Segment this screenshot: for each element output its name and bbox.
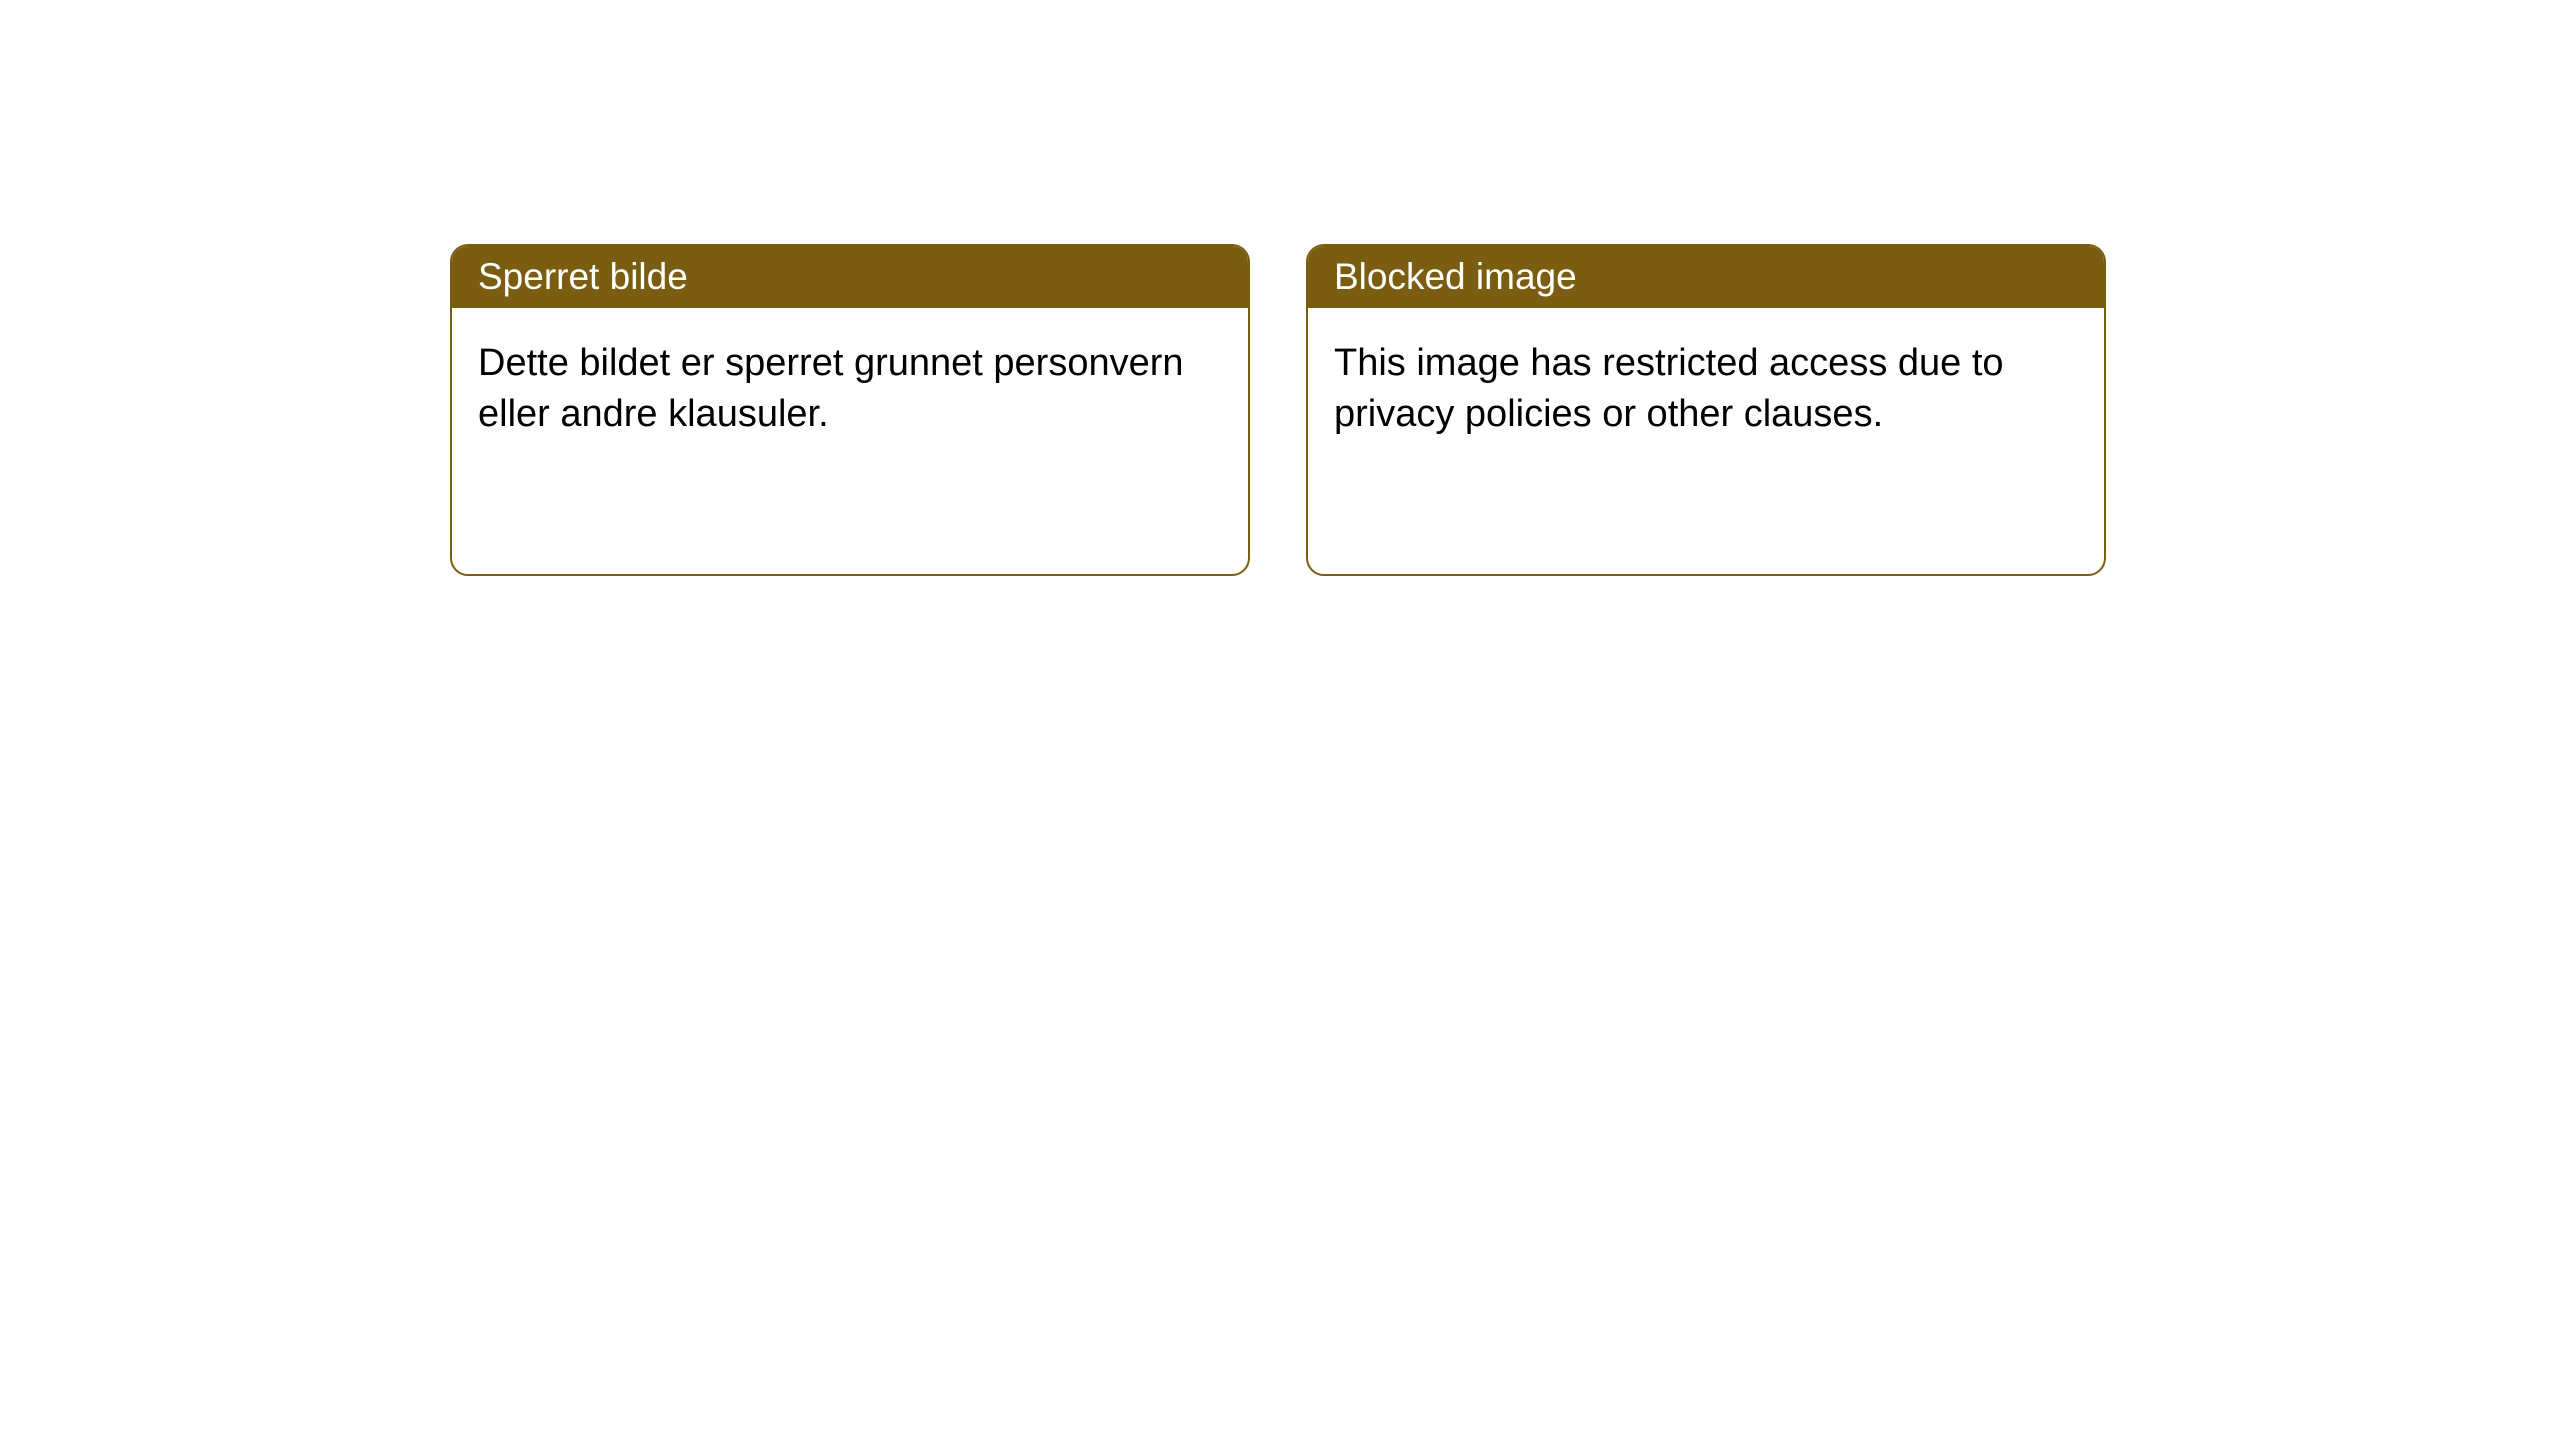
notice-title: Sperret bilde bbox=[452, 246, 1248, 308]
notice-body: This image has restricted access due to … bbox=[1308, 308, 2104, 471]
notice-card-norwegian: Sperret bilde Dette bildet er sperret gr… bbox=[450, 244, 1250, 576]
notice-title: Blocked image bbox=[1308, 246, 2104, 308]
notice-card-english: Blocked image This image has restricted … bbox=[1306, 244, 2106, 576]
notice-body: Dette bildet er sperret grunnet personve… bbox=[452, 308, 1248, 471]
notice-container: Sperret bilde Dette bildet er sperret gr… bbox=[450, 244, 2106, 576]
